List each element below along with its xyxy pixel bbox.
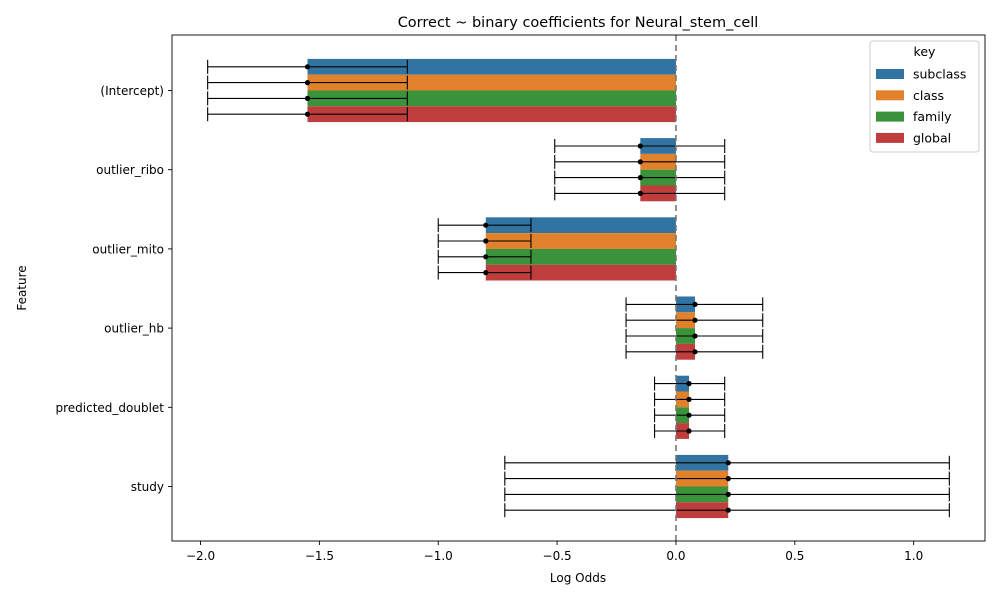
- x-axis: −2.0 −1.5 −1.0 −0.5 0.0 0.5 1.0: [186, 541, 923, 563]
- y-axis: (Intercept) outlier_ribo outlier_mitooutli…: [55, 84, 172, 494]
- x-tick-label-4: 0.0: [666, 549, 685, 563]
- bar-global-2: [485, 264, 676, 281]
- x-tick-label-5: 0.5: [785, 549, 804, 563]
- y-tick-label-4: predicted_doublet: [55, 401, 164, 415]
- legend-swatch-family: [876, 111, 904, 122]
- point-subclass-0: [304, 64, 311, 70]
- point-family-4: [686, 412, 692, 418]
- point-class-2: [483, 238, 489, 244]
- bar-class-2: [485, 233, 676, 249]
- y-tick-label-3: outlier_hb: [104, 322, 164, 336]
- y-tick-label-1: outlier_ribo: [96, 163, 164, 177]
- bar-global-0: [307, 106, 676, 123]
- bar-family-2: [485, 248, 676, 265]
- plot-frame: [171, 34, 986, 542]
- legend-swatch-class: [876, 90, 904, 101]
- x-tick-label-0: −2.0: [186, 549, 215, 563]
- legend-box: [869, 40, 980, 153]
- x-tick-label-3: −0.5: [543, 549, 572, 563]
- point-subclass-4: [686, 381, 692, 387]
- point-global-5: [725, 507, 731, 513]
- legend-label-global: global: [913, 130, 951, 145]
- point-global-2: [483, 270, 489, 276]
- point-class-0: [304, 80, 311, 86]
- point-global-3: [692, 349, 698, 355]
- legend-label-family: family: [913, 109, 952, 124]
- point-family-0: [304, 95, 311, 101]
- y-tick-label-5: study: [131, 480, 164, 494]
- bar-subclass-0: [307, 58, 676, 75]
- point-class-4: [686, 396, 692, 402]
- plot-area: [207, 35, 950, 541]
- point-subclass-1: [637, 143, 643, 149]
- point-subclass-5: [725, 460, 731, 466]
- point-global-4: [686, 428, 692, 434]
- x-tick-label-1: −1.5: [305, 549, 334, 563]
- x-tick-label-2: −1.0: [424, 549, 453, 563]
- point-subclass-3: [692, 301, 698, 307]
- bar-subclass-2: [485, 217, 676, 234]
- legend-label-subclass: subclass: [913, 67, 966, 82]
- point-family-5: [725, 491, 731, 497]
- point-subclass-2: [483, 222, 489, 228]
- bar-class-0: [307, 74, 676, 91]
- point-global-0: [304, 111, 311, 117]
- legend-label-class: class: [913, 88, 944, 103]
- legend: key subclass class family global: [869, 40, 980, 153]
- chart-title: Correct ~ binary coefficients for Neural…: [398, 15, 759, 31]
- point-class-1: [637, 159, 643, 165]
- y-axis-label: Feature: [15, 265, 29, 310]
- point-family-2: [483, 254, 489, 260]
- x-axis-label: Log Odds: [550, 571, 606, 585]
- x-tick-label-6: 1.0: [904, 549, 923, 563]
- legend-title: key: [914, 44, 936, 59]
- y-tick-label-2: outlier_mito: [92, 242, 164, 256]
- point-family-1: [637, 175, 643, 181]
- bar-family-0: [307, 90, 676, 107]
- point-family-3: [692, 333, 698, 339]
- point-global-1: [637, 190, 643, 196]
- point-class-5: [725, 476, 731, 482]
- legend-swatch-subclass: [876, 69, 904, 79]
- point-class-3: [692, 317, 698, 323]
- y-tick-label-0: (Intercept): [100, 84, 164, 98]
- legend-swatch-global: [876, 132, 904, 143]
